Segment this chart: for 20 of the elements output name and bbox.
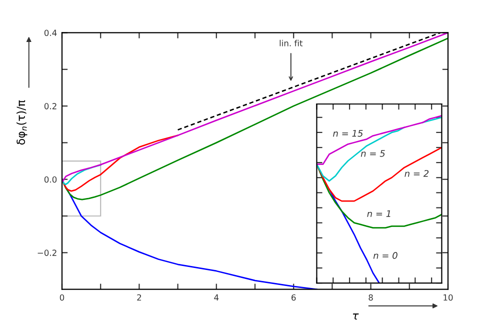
x-axis-title: τ <box>352 313 359 320</box>
y-tick-label: 0.2 <box>44 103 56 110</box>
x-tick-label: 10 <box>444 294 453 301</box>
x-tick-label: 8 <box>368 294 373 301</box>
series-label: n = 0 <box>373 252 398 259</box>
series-label: n = 1 <box>367 210 390 217</box>
series-label: n = 15 <box>333 130 363 137</box>
y-tick-label: −0.2 <box>38 250 56 256</box>
x-tick-label: 6 <box>292 294 296 301</box>
y-tick-label: 0.4 <box>44 30 57 36</box>
line-series <box>62 134 178 192</box>
y-axis-title: δφ$_{n}$(τ)/π <box>16 100 28 145</box>
x-tick-label: 0 <box>60 294 64 301</box>
series-label: n = 5 <box>360 150 385 157</box>
line-series <box>62 164 102 186</box>
y-tick-label: 0.0 <box>44 176 57 183</box>
annotation: lin. fit <box>280 40 303 46</box>
x-tick-label: 4 <box>214 294 219 301</box>
x-tick-label: 2 <box>137 294 142 301</box>
series-label: n = 2 <box>404 170 429 177</box>
